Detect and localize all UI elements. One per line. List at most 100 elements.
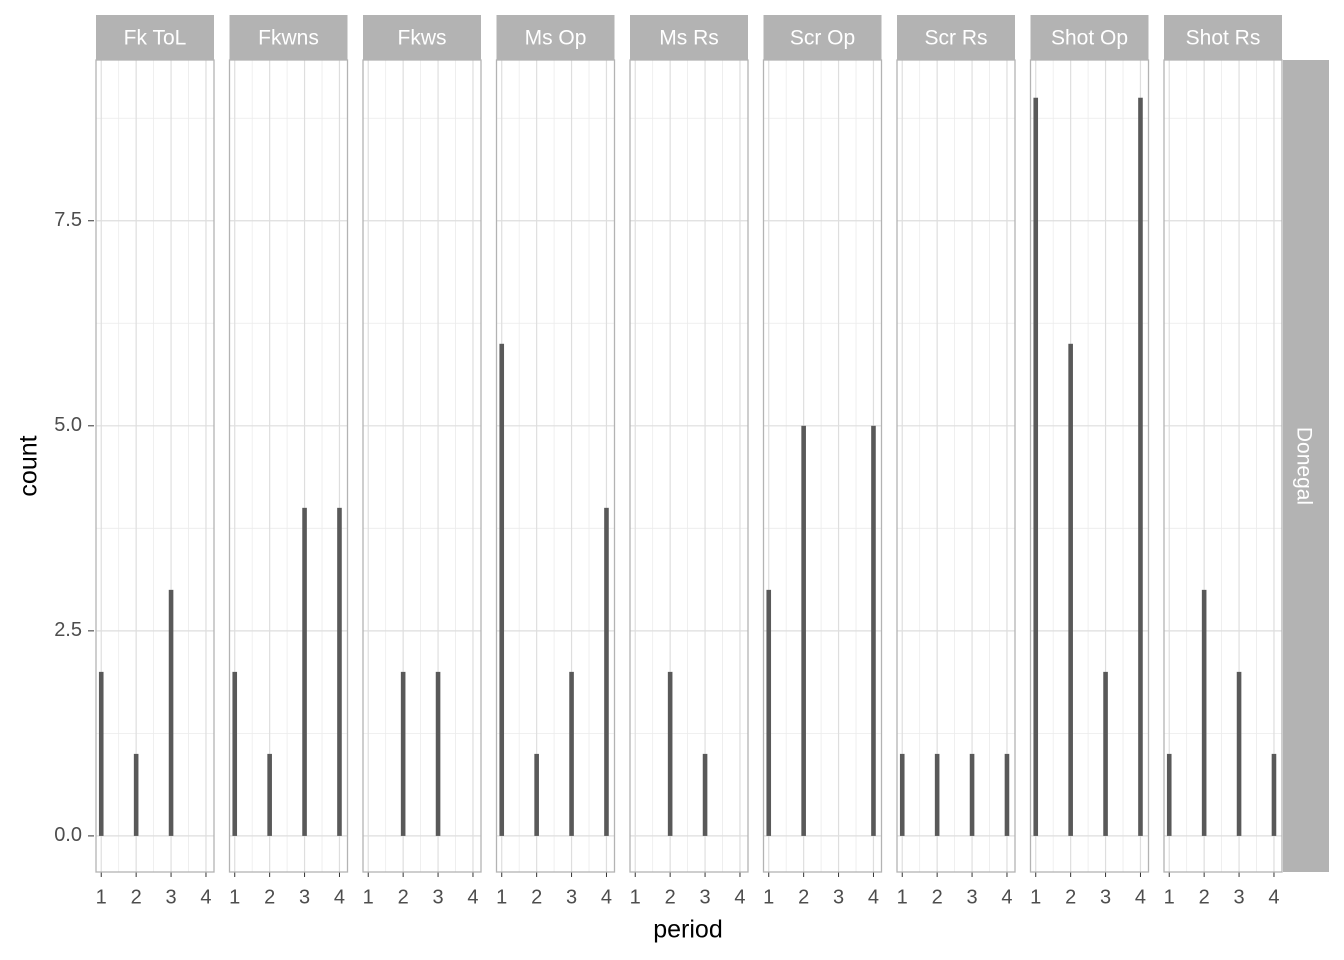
bar [1138, 97, 1143, 836]
x-tick-label: 2 [131, 886, 142, 908]
bar [1004, 753, 1010, 836]
strip-label: Scr Rs [925, 27, 988, 50]
bar [934, 753, 940, 836]
strip [1030, 15, 1149, 60]
bar [499, 343, 505, 836]
y-tick-label: 2.5 [54, 619, 82, 641]
x-tick-label: 3 [1233, 886, 1244, 908]
row-strip [1283, 60, 1329, 872]
bar [400, 671, 406, 836]
strip [630, 15, 748, 60]
bar [569, 671, 574, 836]
bar [1271, 753, 1277, 836]
panel-border [1029, 59, 1150, 873]
panel-border [762, 59, 883, 873]
x-axis-label: period [653, 916, 723, 944]
strip-label: Fkwns [258, 27, 319, 50]
bar [604, 507, 609, 836]
x-tick-label: 2 [531, 886, 542, 908]
strip-label: Ms Rs [659, 27, 719, 50]
panel-border [362, 59, 482, 873]
bar [534, 753, 539, 836]
bar [766, 589, 772, 836]
bar [1201, 589, 1207, 836]
strip-label: Shot Rs [1186, 27, 1261, 50]
x-tick-label: 3 [966, 886, 977, 908]
bar [667, 671, 673, 836]
x-tick-label: 3 [566, 886, 577, 908]
panel-border [896, 59, 1016, 873]
x-tick-label: 2 [798, 886, 809, 908]
bar [1068, 343, 1073, 836]
bar [1103, 671, 1108, 836]
x-tick-label: 1 [496, 886, 507, 908]
bar [168, 589, 174, 836]
strip [229, 15, 348, 60]
panel-border [495, 59, 616, 873]
x-tick-label: 2 [398, 886, 409, 908]
strip-label: Ms Op [525, 27, 587, 50]
x-tick-label: 4 [1135, 886, 1146, 908]
strip-label: Shot Op [1051, 27, 1128, 50]
x-tick-label: 3 [699, 886, 710, 908]
panel-border [629, 59, 749, 873]
x-tick-label: 3 [1100, 886, 1111, 908]
y-tick-label: 5.0 [54, 414, 82, 436]
bar [267, 753, 272, 836]
strip [1164, 15, 1282, 60]
x-tick-label: 4 [200, 886, 211, 908]
x-tick-label: 3 [833, 886, 844, 908]
bar [98, 671, 104, 836]
strip-label: Scr Op [790, 27, 855, 50]
bar [899, 753, 905, 836]
y-tick-label: 0.0 [54, 824, 82, 846]
x-tick-label: 1 [363, 886, 374, 908]
bar [871, 425, 876, 836]
x-tick-label: 4 [1001, 886, 1012, 908]
x-tick-label: 2 [665, 886, 676, 908]
y-axis-label: count [15, 435, 43, 496]
strip [96, 15, 214, 60]
x-tick-label: 4 [1268, 886, 1279, 908]
x-tick-label: 2 [932, 886, 943, 908]
bar [1166, 753, 1172, 836]
x-tick-label: 1 [229, 886, 240, 908]
x-tick-label: 1 [96, 886, 107, 908]
x-tick-label: 3 [432, 886, 443, 908]
strip [496, 15, 615, 60]
x-tick-label: 1 [763, 886, 774, 908]
strip-label: Fkws [398, 27, 447, 50]
strip-label: Fk ToL [124, 27, 187, 50]
x-tick-label: 1 [630, 886, 641, 908]
strip [763, 15, 882, 60]
y-tick-label: 7.5 [54, 209, 82, 231]
x-tick-label: 1 [1164, 886, 1175, 908]
bar [337, 507, 342, 836]
x-tick-label: 4 [868, 886, 879, 908]
bar [1236, 671, 1242, 836]
strip [363, 15, 481, 60]
bar [969, 753, 975, 836]
bar [435, 671, 441, 836]
panel-border [1163, 59, 1283, 873]
bar [133, 753, 139, 836]
panel-border [228, 59, 349, 873]
x-tick-label: 4 [734, 886, 745, 908]
bar [801, 425, 806, 836]
x-tick-label: 4 [601, 886, 612, 908]
bar [702, 753, 708, 836]
panel-border [95, 59, 215, 873]
x-tick-label: 3 [165, 886, 176, 908]
bar [302, 507, 307, 836]
x-tick-label: 1 [1030, 886, 1041, 908]
x-tick-label: 3 [299, 886, 310, 908]
x-tick-label: 2 [1199, 886, 1210, 908]
row-strip-label: Donegal [1292, 427, 1315, 505]
x-tick-label: 2 [264, 886, 275, 908]
x-tick-label: 1 [897, 886, 908, 908]
strip [897, 15, 1015, 60]
bar [232, 671, 238, 836]
x-tick-label: 4 [334, 886, 345, 908]
x-tick-label: 4 [467, 886, 478, 908]
